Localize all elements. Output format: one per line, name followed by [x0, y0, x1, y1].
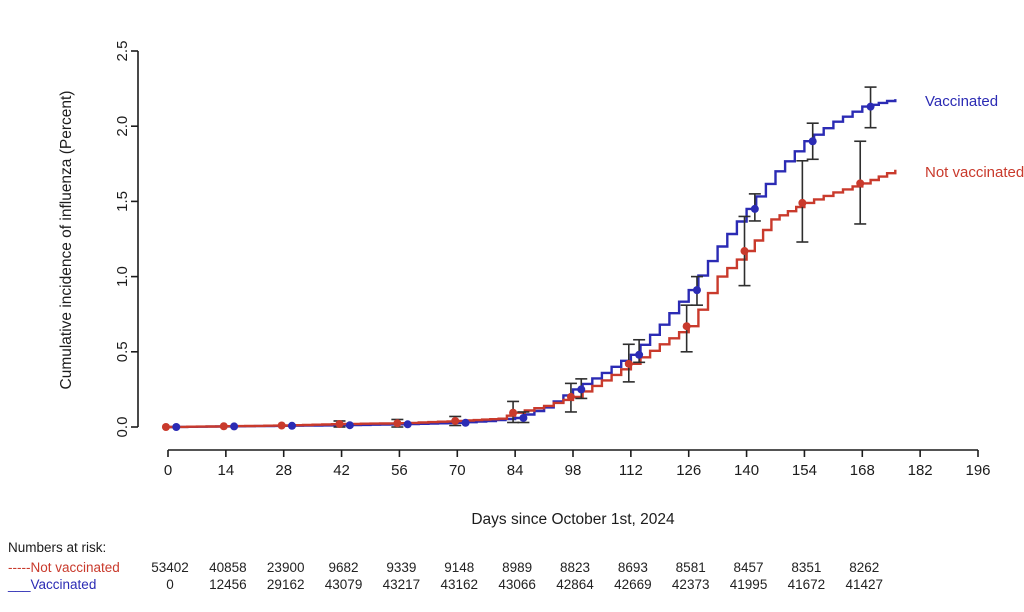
data-point-marker — [287, 421, 296, 430]
risk-count: 9339 — [386, 560, 417, 575]
data-point-marker — [277, 421, 286, 430]
y-tick-label: 2.5 — [114, 41, 131, 62]
data-point-marker — [509, 408, 518, 417]
risk-count: 43217 — [382, 577, 421, 592]
y-tick-label: 1.0 — [114, 266, 131, 287]
x-tick-label: 42 — [333, 462, 350, 479]
risk-count: 8457 — [733, 560, 764, 575]
data-point-marker — [635, 350, 644, 359]
risk-count: 40858 — [209, 560, 247, 575]
x-tick-label: 84 — [507, 462, 524, 479]
x-tick-label: 154 — [792, 462, 817, 479]
legend-dashed-line-icon: ----- — [8, 560, 31, 575]
data-point-marker — [577, 385, 586, 394]
risk-row-label-text: Not vaccinated — [30, 560, 120, 575]
x-tick-label: 112 — [619, 462, 643, 479]
x-tick-label: 14 — [218, 462, 235, 479]
risk-count: 43162 — [440, 577, 479, 592]
x-axis-title: Days since October 1st, 2024 — [471, 511, 675, 528]
risk-count: 9682 — [328, 560, 359, 575]
risk-count: 42373 — [671, 577, 710, 592]
risk-count: 43079 — [324, 577, 363, 592]
risk-count: 8351 — [791, 560, 822, 575]
risk-count: 23900 — [266, 560, 305, 575]
x-tick-label: 182 — [908, 462, 933, 479]
risk-count: 41995 — [729, 577, 768, 592]
x-tick-label: 0 — [164, 462, 172, 479]
risk-count: 0 — [166, 577, 174, 592]
y-tick-label: 0.0 — [114, 417, 131, 438]
risk-count: 41672 — [787, 577, 826, 592]
data-point-marker — [866, 102, 875, 111]
risk-count: 12456 — [209, 577, 247, 592]
y-tick-label: 1.5 — [114, 191, 131, 212]
risk-row-label-text: Vaccinated — [30, 577, 97, 592]
series-curve-not-vaccinated — [168, 169, 897, 429]
risk-count: 41427 — [845, 577, 884, 592]
series-label-vaccinated: Vaccinated — [925, 92, 999, 110]
x-tick-label: 56 — [391, 462, 408, 479]
data-point-marker — [230, 422, 239, 431]
data-point-marker — [461, 418, 470, 427]
legend-solid-line-icon: ___ — [8, 577, 31, 592]
data-point-marker — [740, 247, 749, 256]
data-point-marker — [682, 322, 691, 331]
data-point-marker — [335, 419, 344, 428]
x-tick-label: 98 — [565, 462, 582, 479]
risk-row-label-not-vaccinated: -----Not vaccinated — [8, 560, 120, 575]
data-point-marker — [566, 392, 575, 401]
data-point-marker — [692, 286, 701, 295]
risk-count: 8693 — [617, 560, 648, 575]
risk-table-heading: Numbers at risk: — [8, 540, 107, 555]
data-point-marker — [451, 416, 460, 425]
risk-count: 42864 — [556, 577, 594, 592]
data-point-marker — [172, 423, 181, 431]
x-tick-label: 196 — [965, 462, 990, 479]
risk-count: 29162 — [266, 577, 305, 592]
risk-count: 53402 — [151, 560, 189, 575]
risk-count: 42669 — [614, 577, 652, 592]
risk-count: 9148 — [444, 560, 475, 575]
risk-count: 43066 — [498, 577, 536, 592]
data-point-marker — [750, 204, 759, 213]
risk-count: 8989 — [502, 560, 533, 575]
data-point-marker — [624, 359, 633, 368]
risk-row-label-vaccinated: ___Vaccinated — [8, 577, 96, 592]
series-curve-vaccinated — [168, 99, 897, 429]
x-tick-label: 140 — [734, 462, 759, 479]
y-tick-label: 0.5 — [114, 341, 131, 362]
x-tick-label: 126 — [676, 462, 701, 479]
data-point-marker — [856, 179, 865, 188]
data-point-marker — [808, 137, 817, 146]
data-point-marker — [161, 423, 170, 431]
data-point-marker — [345, 421, 354, 430]
risk-count: 8262 — [849, 560, 880, 575]
data-point-marker — [393, 419, 402, 428]
risk-count: 8581 — [675, 560, 706, 575]
data-point-marker — [403, 420, 412, 429]
data-point-marker — [519, 413, 528, 422]
data-point-marker — [219, 422, 228, 431]
x-tick-label: 70 — [449, 462, 466, 479]
series-label-not-vaccinated: Not vaccinated — [925, 164, 1024, 182]
x-tick-label: 168 — [850, 462, 875, 479]
data-point-marker — [798, 198, 807, 207]
y-axis-title: Cumulative incidence of influenza (Perce… — [58, 90, 75, 390]
risk-count: 8823 — [559, 560, 591, 575]
x-tick-label: 28 — [275, 462, 292, 479]
y-tick-label: 2.0 — [114, 116, 131, 137]
